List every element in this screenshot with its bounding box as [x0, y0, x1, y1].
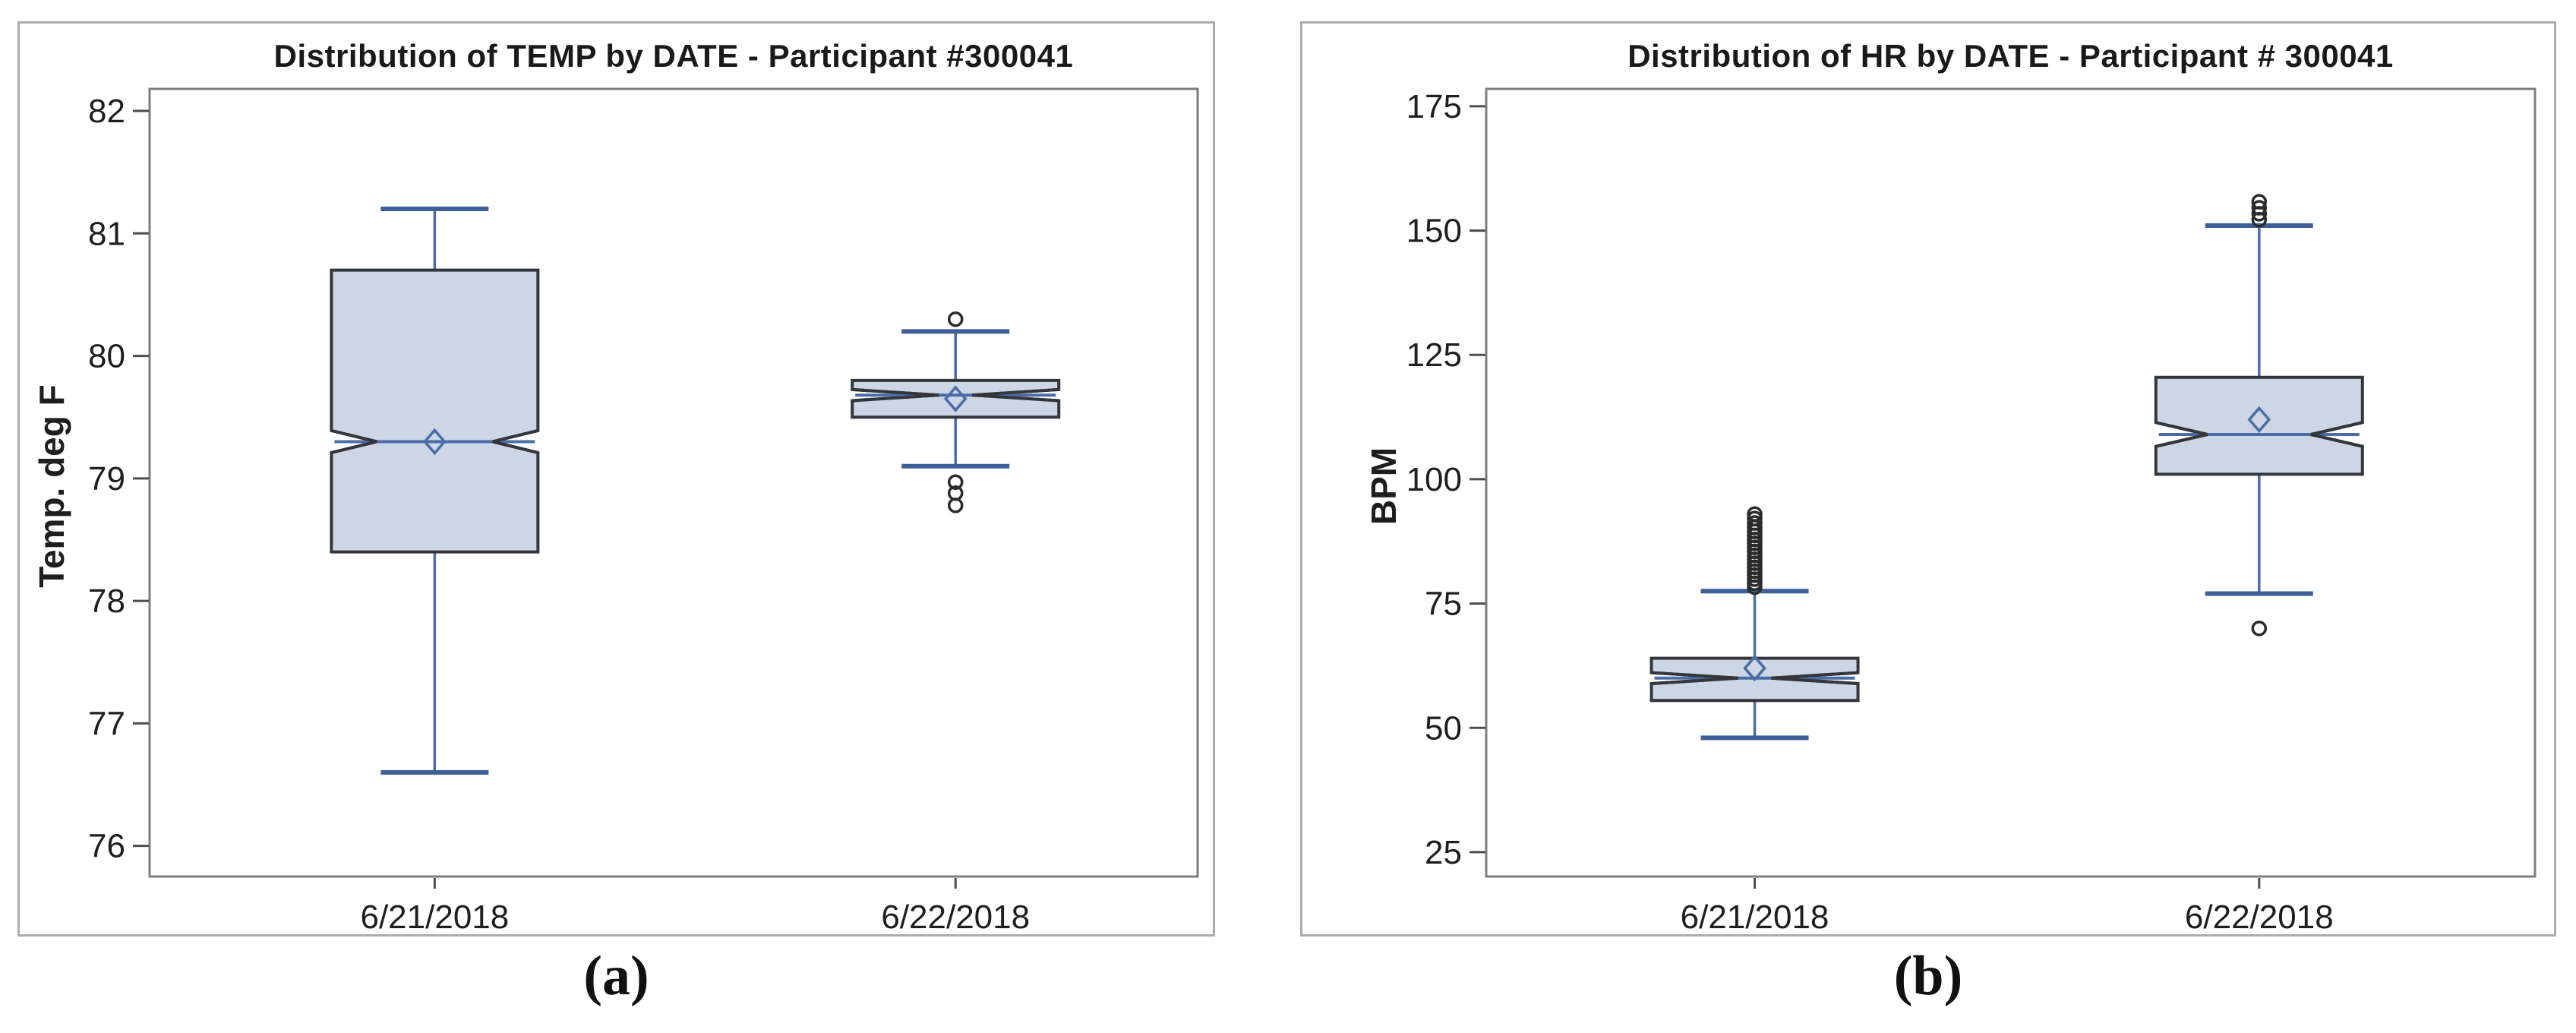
plot-area — [1485, 87, 2537, 878]
y-tick-label: 78 — [88, 583, 125, 620]
notch-edge — [2310, 433, 2363, 448]
panel-border — [17, 21, 1215, 937]
mean-diamond-marker — [943, 385, 968, 412]
x-tick-label: 6/21/2018 — [360, 899, 509, 936]
notch-edge — [852, 393, 939, 403]
chart-panel-b: 25 50 75 100 125 150 175 6/21/2018 6/22/2018 — [1300, 21, 2556, 937]
y-tick-label: 25 — [1425, 834, 1462, 871]
outlier-point — [2251, 194, 2268, 210]
outlier-point — [1747, 506, 1763, 522]
notch-edge — [330, 429, 377, 444]
mean-diamond-marker — [2247, 406, 2271, 434]
chart-panel-a: 76 77 78 79 80 81 82 6/21/2018 6/22/2018 — [17, 21, 1215, 937]
x-tick-label: 6/21/2018 — [1681, 899, 1829, 936]
y-tick-label: 81 — [88, 215, 125, 252]
box-rect — [330, 268, 540, 554]
boxplot-svg-b: 25 50 75 100 125 150 175 6/21/2018 6/22/2018 — [1300, 21, 2556, 937]
notch-edge — [1771, 676, 1858, 685]
notch-edge — [971, 387, 1059, 397]
notch-edge — [852, 387, 939, 397]
outlier-point — [2251, 621, 2268, 637]
caption-a: (a) — [583, 945, 649, 1007]
x-tick-label: 6/22/2018 — [2185, 899, 2334, 936]
outlier-point — [1747, 510, 1763, 526]
notch-edge — [971, 393, 1059, 403]
outlier-point — [947, 498, 964, 513]
y-tick-label: 100 — [1406, 461, 1462, 498]
outlier-point — [2251, 200, 2268, 216]
x-tick-label: 6/22/2018 — [881, 899, 1030, 936]
y-axis-label-temp: Temp. deg F — [32, 384, 71, 588]
y-tick-label: 76 — [88, 828, 125, 865]
notch-edge — [2155, 433, 2208, 448]
mean-diamond-marker — [423, 428, 447, 456]
y-tick-label: 77 — [88, 705, 125, 742]
plot-area — [148, 87, 1199, 878]
y-tick-label: 125 — [1406, 336, 1462, 374]
notch-edge — [2155, 421, 2208, 436]
outlier-point — [947, 474, 964, 490]
boxplot-svg-a: 76 77 78 79 80 81 82 6/21/2018 6/22/2018 — [17, 21, 1215, 937]
y-tick-label: 50 — [1425, 709, 1462, 747]
notch-edge — [1771, 671, 1858, 680]
y-tick-label: 79 — [88, 460, 125, 498]
notch-edge — [492, 429, 538, 444]
y-tick-label: 75 — [1425, 586, 1462, 623]
panel-border — [1300, 21, 2556, 937]
notch-edge — [492, 440, 538, 454]
y-tick-label: 175 — [1406, 88, 1462, 125]
mean-diamond-marker — [1743, 655, 1766, 682]
y-tick-label: 82 — [88, 93, 125, 130]
box-rect — [2154, 375, 2364, 476]
notch-edge — [330, 440, 377, 454]
outlier-point — [947, 311, 964, 327]
caption-b: (b) — [1893, 945, 1963, 1007]
y-axis-label-bpm: BPM — [1364, 447, 1403, 526]
y-tick-label: 80 — [88, 338, 125, 375]
notch-edge — [1651, 676, 1738, 685]
notch-edge — [1651, 671, 1738, 680]
chart-title-a: Distribution of TEMP by DATE - Participa… — [273, 38, 1074, 74]
notch-edge — [2310, 421, 2363, 436]
outlier-point — [1747, 515, 1763, 531]
chart-title-b: Distribution of HR by DATE - Participant… — [1627, 38, 2394, 74]
y-tick-label: 150 — [1406, 213, 1462, 250]
